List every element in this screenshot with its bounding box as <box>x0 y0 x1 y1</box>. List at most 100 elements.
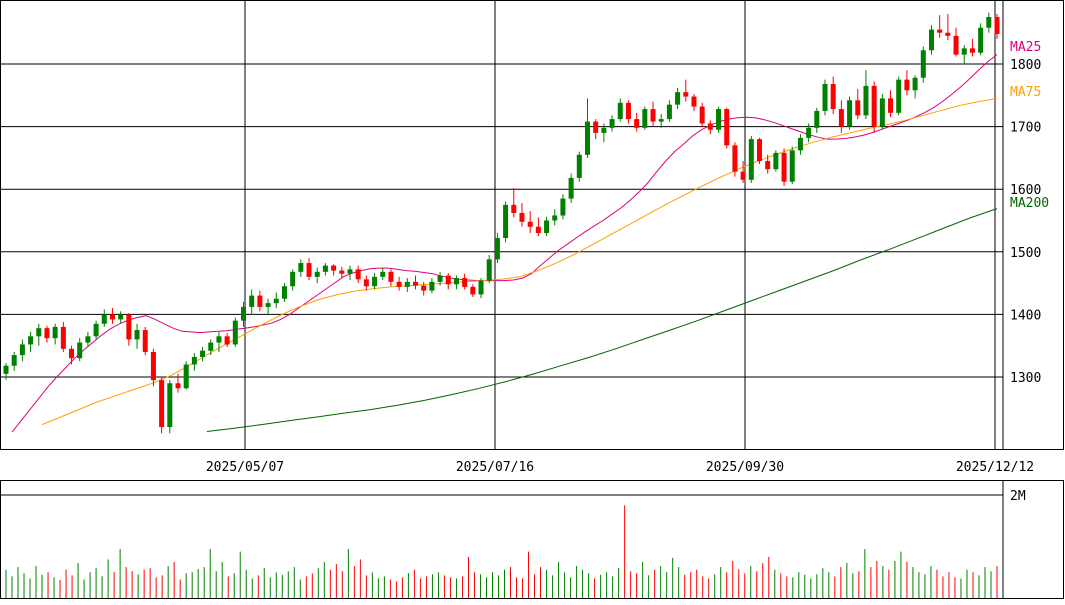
candle-body <box>560 198 566 216</box>
candle-body <box>544 220 550 234</box>
candle-body <box>691 96 697 107</box>
candle-body <box>879 98 885 127</box>
candle-body <box>52 326 58 339</box>
candle-body <box>625 102 631 120</box>
y-tick-label: 1700 <box>1010 121 1041 136</box>
candle-body <box>306 263 312 277</box>
candle-body <box>601 127 607 133</box>
candle-body <box>36 328 42 337</box>
x-tick-label: 2025/12/12 <box>956 460 1034 475</box>
candle-body <box>396 281 402 287</box>
ma-line-ma25 <box>11 54 998 433</box>
candle-body <box>167 383 173 428</box>
candle-body <box>953 35 959 55</box>
candle-body <box>363 279 369 287</box>
candle-body <box>101 314 107 324</box>
candle-body <box>756 139 762 162</box>
candle-body <box>675 92 681 105</box>
x-tick-label: 2025/07/16 <box>456 460 534 475</box>
candle-body <box>380 271 386 277</box>
candle-body <box>732 145 738 172</box>
candle-body <box>429 281 435 291</box>
candle-body <box>85 336 91 343</box>
candle-body <box>453 278 459 285</box>
candle-body <box>445 275 451 285</box>
candle-body <box>576 154 582 178</box>
candle-body <box>208 342 214 351</box>
candle-body <box>765 161 771 170</box>
candle-body <box>134 330 140 340</box>
y-tick-label: 1400 <box>1010 308 1041 323</box>
candle-body <box>888 98 894 113</box>
candle-body <box>863 85 869 116</box>
candle-body <box>519 212 525 222</box>
candle-body <box>421 285 427 291</box>
candle-body <box>339 270 345 274</box>
candle-body <box>224 336 230 345</box>
candle-body <box>11 355 17 366</box>
moving-averages <box>11 54 998 433</box>
y-tick-label: 1500 <box>1010 246 1041 261</box>
candle-body <box>470 286 476 295</box>
candle-body <box>388 271 394 282</box>
candle-body <box>216 336 222 343</box>
candle-body <box>912 77 918 91</box>
candle-body <box>740 171 746 180</box>
candle-body <box>200 350 206 357</box>
volume-tick-label: 2M <box>1010 489 1026 504</box>
candle-body <box>314 271 320 277</box>
candle-body <box>617 102 623 120</box>
labels: 1300 1400 1500 1600 1700 1800 2025/05/07 2025/0… <box>206 40 1049 504</box>
candle-body <box>265 303 271 307</box>
candle-body <box>232 320 238 345</box>
candle-body <box>257 295 263 307</box>
candle-body <box>748 139 754 180</box>
candle-body <box>118 314 124 320</box>
ma-label-ma25: MA25 <box>1010 40 1041 55</box>
volume-panel-frame <box>0 480 1064 599</box>
y-tick-label: 1300 <box>1010 371 1041 386</box>
candle-body <box>642 109 648 128</box>
candle-body <box>847 100 853 127</box>
candle-body <box>60 326 66 349</box>
candle-body <box>241 306 247 321</box>
candle-body <box>830 84 836 110</box>
candle-body <box>511 204 517 213</box>
candle-body <box>355 269 361 280</box>
candle-body <box>486 259 492 281</box>
candle-body <box>961 48 967 55</box>
price-panel-frame <box>0 0 1064 450</box>
candle-body <box>462 278 468 287</box>
candle-body <box>871 85 877 127</box>
candle-body <box>978 27 984 53</box>
candle-body <box>789 150 795 182</box>
candle-body <box>404 281 410 287</box>
candle-body <box>658 119 664 122</box>
candle-body <box>552 215 558 221</box>
candle-body <box>437 275 443 282</box>
candle-body <box>584 121 590 155</box>
candle-body <box>109 314 115 320</box>
candle-body <box>347 269 353 274</box>
candle-body <box>281 286 287 299</box>
candle-body <box>69 348 75 359</box>
candle-body <box>126 314 132 340</box>
candle-body <box>904 79 910 91</box>
candle-body <box>503 204 509 239</box>
x-tick-label: 2025/09/30 <box>706 460 784 475</box>
ma-label-ma200: MA200 <box>1010 196 1049 211</box>
candle-body <box>814 110 820 128</box>
volume-bars <box>5 505 998 598</box>
candle-body <box>945 32 951 36</box>
y-tick-label: 1600 <box>1010 183 1041 198</box>
candle-body <box>994 17 1000 34</box>
candle-body <box>716 109 722 130</box>
candle-body <box>773 152 779 170</box>
candle-body <box>781 152 787 182</box>
candle-body <box>838 109 844 127</box>
candle-body <box>77 342 83 359</box>
candle-body <box>372 276 378 287</box>
candle-body <box>331 265 337 271</box>
